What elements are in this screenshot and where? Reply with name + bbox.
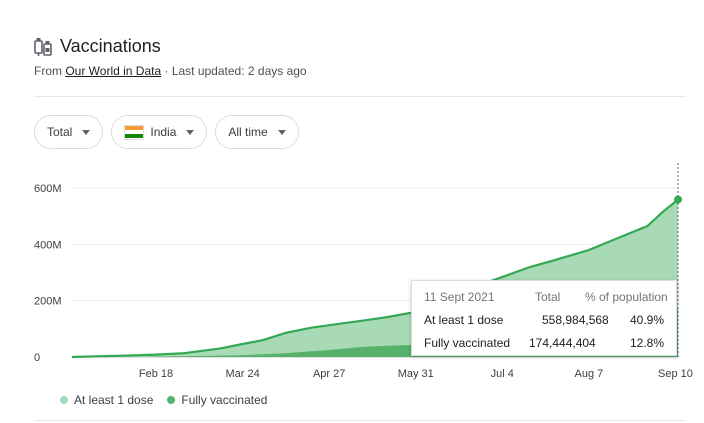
x-tick-label: Sep 10 bbox=[658, 368, 693, 380]
time-range-label: All time bbox=[228, 125, 268, 139]
tooltip-row: Fully vaccinated 174,444,404 12.8% bbox=[412, 336, 676, 352]
tooltip-col-pct: % of population bbox=[585, 290, 668, 304]
hover-point bbox=[674, 195, 682, 204]
x-tick-label: May 31 bbox=[398, 368, 434, 380]
chevron-down-icon bbox=[277, 129, 286, 135]
y-tick-label: 200M bbox=[34, 296, 62, 308]
tooltip-col-total: Total bbox=[535, 290, 561, 304]
tooltip-row-label: Fully vaccinated bbox=[424, 336, 511, 350]
footer-divider bbox=[34, 420, 686, 421]
legend-first-dose[interactable]: At least 1 dose bbox=[60, 393, 153, 407]
hover-indicator bbox=[674, 163, 682, 357]
card-header: Vaccinations bbox=[34, 36, 161, 57]
chart-tooltip: 11 Sept 2021 Total % of population At le… bbox=[411, 280, 677, 356]
source-link[interactable]: Our World in Data bbox=[65, 64, 162, 78]
last-updated: · Last updated: 2 days ago bbox=[161, 64, 307, 78]
filter-chips: Total India All time bbox=[34, 115, 299, 149]
y-axis-ticks: 600M 400M 200M 0 bbox=[34, 183, 62, 364]
chevron-down-icon bbox=[82, 129, 91, 135]
metric-dropdown[interactable]: Total bbox=[34, 115, 104, 149]
legend-label: At least 1 dose bbox=[74, 393, 154, 407]
x-tick-label: Jul 4 bbox=[491, 368, 514, 380]
tooltip-row-total: 174,444,404 bbox=[529, 336, 596, 350]
legend-fully-vaccinated[interactable]: Fully vaccinated bbox=[167, 393, 267, 407]
chart-legend: At least 1 dose Fully vaccinated bbox=[60, 393, 267, 407]
time-range-dropdown[interactable]: All time bbox=[215, 115, 299, 149]
x-tick-label: Aug 7 bbox=[575, 368, 604, 380]
metric-label: Total bbox=[47, 125, 73, 139]
source-line: From Our World in Data · Last updated: 2… bbox=[34, 64, 307, 78]
source-prefix: From bbox=[34, 64, 66, 78]
flag-stripe-bottom bbox=[125, 134, 144, 139]
chevron-down-icon bbox=[186, 129, 195, 135]
x-tick-label: Apr 27 bbox=[313, 368, 345, 380]
tooltip-date: 11 Sept 2021 bbox=[424, 290, 495, 304]
tooltip-row-pct: 12.8% bbox=[629, 336, 664, 350]
x-tick-label: Feb 18 bbox=[139, 368, 173, 380]
first-dose-line bbox=[71, 198, 679, 359]
legend-swatch bbox=[60, 396, 68, 404]
tooltip-header: 11 Sept 2021 Total % of population bbox=[412, 290, 676, 306]
title-row: Vaccinations bbox=[34, 36, 161, 57]
y-tick-label: 0 bbox=[34, 352, 40, 364]
y-tick-label: 600M bbox=[34, 183, 62, 195]
legend-label: Fully vaccinated bbox=[181, 393, 268, 407]
tooltip-row-label: At least 1 dose bbox=[424, 313, 504, 327]
tooltip-row-total: 558,984,568 bbox=[542, 313, 609, 327]
x-tick-label: Mar 24 bbox=[225, 368, 259, 380]
x-axis-ticks: Feb 18 Mar 24 Apr 27 May 31 Jul 4 Aug 7 Sep 10 bbox=[139, 368, 693, 380]
legend-swatch bbox=[167, 396, 176, 404]
page-title: Vaccinations bbox=[60, 36, 161, 56]
tooltip-row: At least 1 dose 558,984,568 40.9% bbox=[412, 313, 676, 329]
country-dropdown[interactable]: India bbox=[111, 115, 208, 149]
country-label: India bbox=[150, 125, 177, 139]
flag-stripe-top bbox=[125, 125, 144, 130]
india-flag-icon bbox=[124, 124, 145, 140]
flag-stripe-middle bbox=[125, 129, 144, 135]
vaccine-syringe-icon bbox=[34, 37, 52, 57]
header-divider bbox=[34, 96, 686, 97]
y-tick-label: 400M bbox=[34, 239, 62, 251]
tooltip-row-pct: 40.9% bbox=[629, 313, 664, 327]
